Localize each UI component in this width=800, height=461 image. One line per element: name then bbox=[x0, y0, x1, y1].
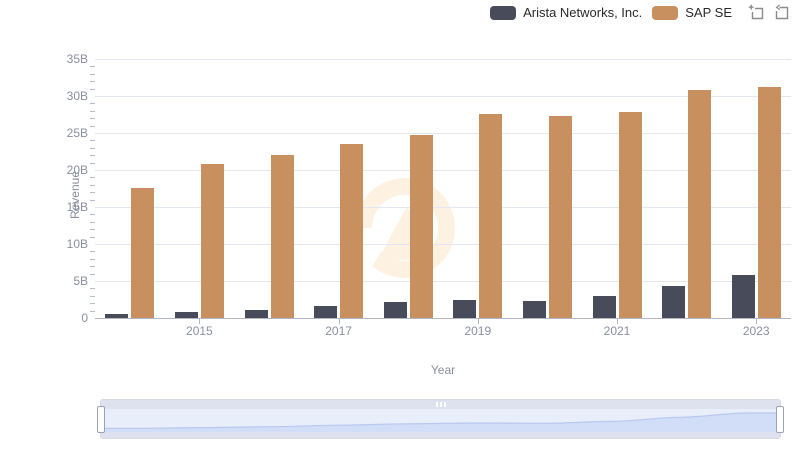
bar-sap-2017[interactable] bbox=[340, 144, 364, 318]
x-axis-tick bbox=[756, 319, 758, 324]
y-minor-tick bbox=[90, 266, 95, 268]
restore-icon[interactable] bbox=[773, 4, 790, 21]
y-minor-tick bbox=[90, 81, 95, 83]
y-minor-tick bbox=[90, 103, 95, 105]
bar-arista-2023[interactable] bbox=[731, 274, 755, 318]
data-zoom-slider[interactable] bbox=[97, 399, 784, 439]
y-axis-label: 15B bbox=[66, 200, 88, 214]
y-minor-tick bbox=[90, 199, 95, 201]
y-axis-label: 5B bbox=[73, 274, 88, 288]
x-axis-tick bbox=[617, 319, 618, 324]
y-minor-tick bbox=[90, 288, 95, 290]
bar-sap-2019[interactable] bbox=[479, 114, 503, 318]
y-minor-tick bbox=[90, 88, 95, 90]
legend-label-arista: Arista Networks, Inc. bbox=[523, 5, 643, 20]
slider-left-handle[interactable] bbox=[97, 406, 105, 433]
y-minor-tick bbox=[90, 236, 95, 238]
slider-data-shadow bbox=[101, 412, 780, 432]
legend-label-sap: SAP SE bbox=[685, 5, 732, 20]
y-minor-tick bbox=[90, 125, 95, 127]
x-axis-label: 2021 bbox=[603, 324, 631, 338]
bar-sap-2021[interactable] bbox=[618, 111, 642, 318]
y-axis-label: 25B bbox=[66, 126, 88, 140]
bar-arista-2015[interactable] bbox=[174, 311, 198, 318]
y-axis-label: 20B bbox=[66, 163, 88, 177]
bar-sap-2016[interactable] bbox=[270, 154, 294, 318]
slider-bottom-strip bbox=[101, 432, 780, 438]
y-minor-tick bbox=[90, 147, 95, 149]
bar-sap-2018[interactable] bbox=[409, 135, 433, 318]
x-axis-tick bbox=[338, 319, 340, 324]
y-minor-tick bbox=[90, 73, 95, 75]
sap-series-swatch bbox=[652, 5, 679, 20]
bar-sap-2023[interactable] bbox=[757, 87, 781, 318]
y-minor-tick bbox=[90, 192, 95, 194]
x-axis-label: 2015 bbox=[186, 324, 213, 338]
legend-item-sap[interactable]: SAP SE bbox=[652, 5, 732, 20]
y-minor-tick bbox=[90, 221, 95, 223]
y-axis-label: 30B bbox=[66, 89, 88, 103]
bar-sap-2015[interactable] bbox=[200, 164, 224, 318]
x-axis-label: 2019 bbox=[464, 324, 492, 338]
y-axis-label: 0 bbox=[81, 311, 88, 325]
y-minor-tick bbox=[90, 229, 95, 231]
y-minor-tick bbox=[90, 110, 95, 112]
bar-arista-2017[interactable] bbox=[314, 305, 338, 318]
slider-right-handle[interactable] bbox=[776, 406, 784, 433]
y-minor-tick bbox=[90, 162, 95, 164]
gridline bbox=[95, 206, 791, 208]
bar-arista-2021[interactable] bbox=[592, 296, 616, 318]
y-minor-tick bbox=[90, 303, 95, 305]
bar-sap-2022[interactable] bbox=[688, 89, 712, 318]
x-axis-label: 2023 bbox=[742, 324, 770, 338]
gridline bbox=[95, 280, 791, 282]
gridline bbox=[95, 58, 791, 60]
y-minor-tick bbox=[90, 273, 95, 275]
y-minor-tick bbox=[90, 295, 95, 297]
bar-arista-2016[interactable] bbox=[244, 309, 268, 318]
bar-sap-2014[interactable] bbox=[131, 188, 155, 318]
grip-icon bbox=[435, 402, 446, 407]
legend: Arista Networks, Inc. SAP SE bbox=[490, 4, 790, 21]
y-minor-tick bbox=[90, 177, 95, 179]
toolbox bbox=[748, 4, 790, 21]
slider-track[interactable] bbox=[101, 409, 780, 432]
gridline bbox=[95, 132, 791, 134]
x-axis-label: 2017 bbox=[325, 324, 352, 338]
bar-arista-2014[interactable] bbox=[105, 313, 129, 318]
y-minor-tick bbox=[90, 184, 95, 186]
gridline bbox=[95, 243, 791, 245]
y-minor-tick bbox=[90, 118, 95, 120]
bar-arista-2020[interactable] bbox=[522, 300, 546, 318]
x-axis-line bbox=[95, 318, 791, 319]
y-minor-tick bbox=[90, 310, 95, 312]
y-minor-tick bbox=[90, 214, 95, 216]
bar-arista-2022[interactable] bbox=[662, 285, 686, 318]
gridline bbox=[95, 95, 791, 97]
gridline bbox=[95, 169, 791, 171]
y-minor-tick bbox=[90, 140, 95, 142]
legend-item-arista[interactable]: Arista Networks, Inc. bbox=[490, 5, 642, 20]
y-minor-tick bbox=[90, 258, 95, 260]
y-axis-label: 35B bbox=[66, 52, 88, 66]
slider-move-handle[interactable] bbox=[101, 400, 780, 409]
y-minor-tick bbox=[90, 66, 95, 68]
y-axis-label: 10B bbox=[66, 237, 88, 251]
plot-area bbox=[95, 58, 791, 318]
x-axis-tick bbox=[199, 319, 201, 324]
bar-sap-2020[interactable] bbox=[548, 115, 572, 318]
data-zoom-icon[interactable] bbox=[748, 4, 765, 21]
y-minor-tick bbox=[90, 251, 95, 253]
bar-arista-2019[interactable] bbox=[453, 300, 477, 318]
bar-arista-2018[interactable] bbox=[383, 302, 407, 318]
arista-series-swatch bbox=[490, 5, 517, 20]
x-axis-tick bbox=[477, 319, 479, 324]
y-minor-tick bbox=[90, 155, 95, 157]
x-axis-title: Year bbox=[430, 363, 456, 377]
